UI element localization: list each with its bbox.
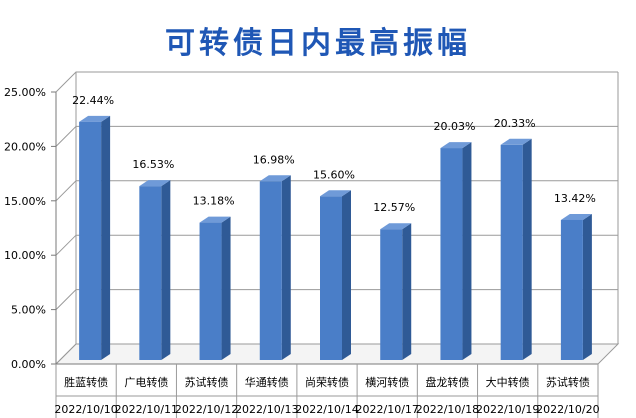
bar-top <box>79 115 111 122</box>
gridline <box>55 289 618 310</box>
bar-top <box>440 142 472 149</box>
data-label: 15.60% <box>313 168 355 181</box>
y-tick-label: 10.00% <box>4 249 46 262</box>
x-category-label: 华通转债 <box>245 375 289 389</box>
bar-side <box>161 180 171 360</box>
bar <box>199 222 222 360</box>
y-tick-label: 5.00% <box>11 304 46 317</box>
bar <box>139 186 162 360</box>
y-tick-label: 0.00% <box>11 358 46 371</box>
data-label: 16.98% <box>253 153 295 166</box>
bar <box>259 181 282 360</box>
y-tick-label: 25.00% <box>4 86 46 99</box>
bar-top <box>199 216 231 223</box>
data-label: 13.18% <box>193 195 235 208</box>
bar-side <box>582 213 592 360</box>
x-date-label: 2022/10/17 <box>356 403 419 416</box>
bar-top <box>139 180 171 187</box>
x-date-label: 2022/10/12 <box>175 403 238 416</box>
bar <box>500 144 523 360</box>
data-label: 16.53% <box>132 158 174 171</box>
data-label: 13.42% <box>554 192 596 205</box>
x-category-label: 胜蓝转债 <box>64 375 108 389</box>
x-category-label: 盘龙转债 <box>425 375 469 389</box>
data-label: 20.03% <box>433 120 475 133</box>
x-category-label: 苏试转债 <box>185 375 229 389</box>
bar <box>79 121 102 360</box>
gridline <box>55 234 618 256</box>
x-date-label: 2022/10/11 <box>115 403 178 416</box>
bar-side <box>281 175 291 360</box>
bar <box>380 229 403 360</box>
x-date-label: 2022/10/20 <box>536 403 599 416</box>
x-date-label: 2022/10/10 <box>54 403 117 416</box>
gridline <box>55 180 618 202</box>
bar <box>560 219 583 360</box>
gridline <box>55 343 618 365</box>
bar-side <box>221 216 231 360</box>
data-label: 12.57% <box>373 201 415 214</box>
data-label: 20.33% <box>494 117 536 130</box>
x-category-label: 横河转债 <box>365 375 409 389</box>
x-category-label: 尚荣转债 <box>305 375 349 389</box>
bar-side <box>101 115 111 360</box>
x-category-label: 苏试转债 <box>546 375 590 389</box>
bar-side <box>342 190 351 360</box>
bar-top <box>259 175 291 182</box>
x-date-label: 2022/10/14 <box>295 403 358 416</box>
x-category-label: 大中转债 <box>486 375 530 389</box>
x-category-label: 广电转债 <box>124 375 168 389</box>
x-date-label: 2022/10/19 <box>476 403 539 416</box>
bar-side <box>522 138 532 360</box>
bar-top <box>500 138 532 145</box>
bar-top <box>560 213 592 220</box>
bar <box>440 148 463 360</box>
data-label: 22.44% <box>72 94 114 107</box>
axes <box>51 91 599 418</box>
labels: 0.00% 5.00% 10.00% 15.00% 20.00% 25.00% 22.44%… <box>4 86 600 416</box>
x-date-label: 2022/10/13 <box>235 403 298 416</box>
bars <box>79 115 592 360</box>
bar-top <box>320 190 351 197</box>
y-tick-label: 15.00% <box>4 195 46 208</box>
gridline <box>55 125 618 147</box>
bar <box>320 196 342 360</box>
bar-side <box>402 223 412 360</box>
bar-top <box>380 223 412 230</box>
x-date-label: 2022/10/18 <box>416 403 479 416</box>
bar-side <box>462 142 472 360</box>
y-tick-label: 20.00% <box>4 140 46 153</box>
chart-title: 可转债日内最高振幅 <box>165 26 471 61</box>
gridline <box>55 71 618 93</box>
